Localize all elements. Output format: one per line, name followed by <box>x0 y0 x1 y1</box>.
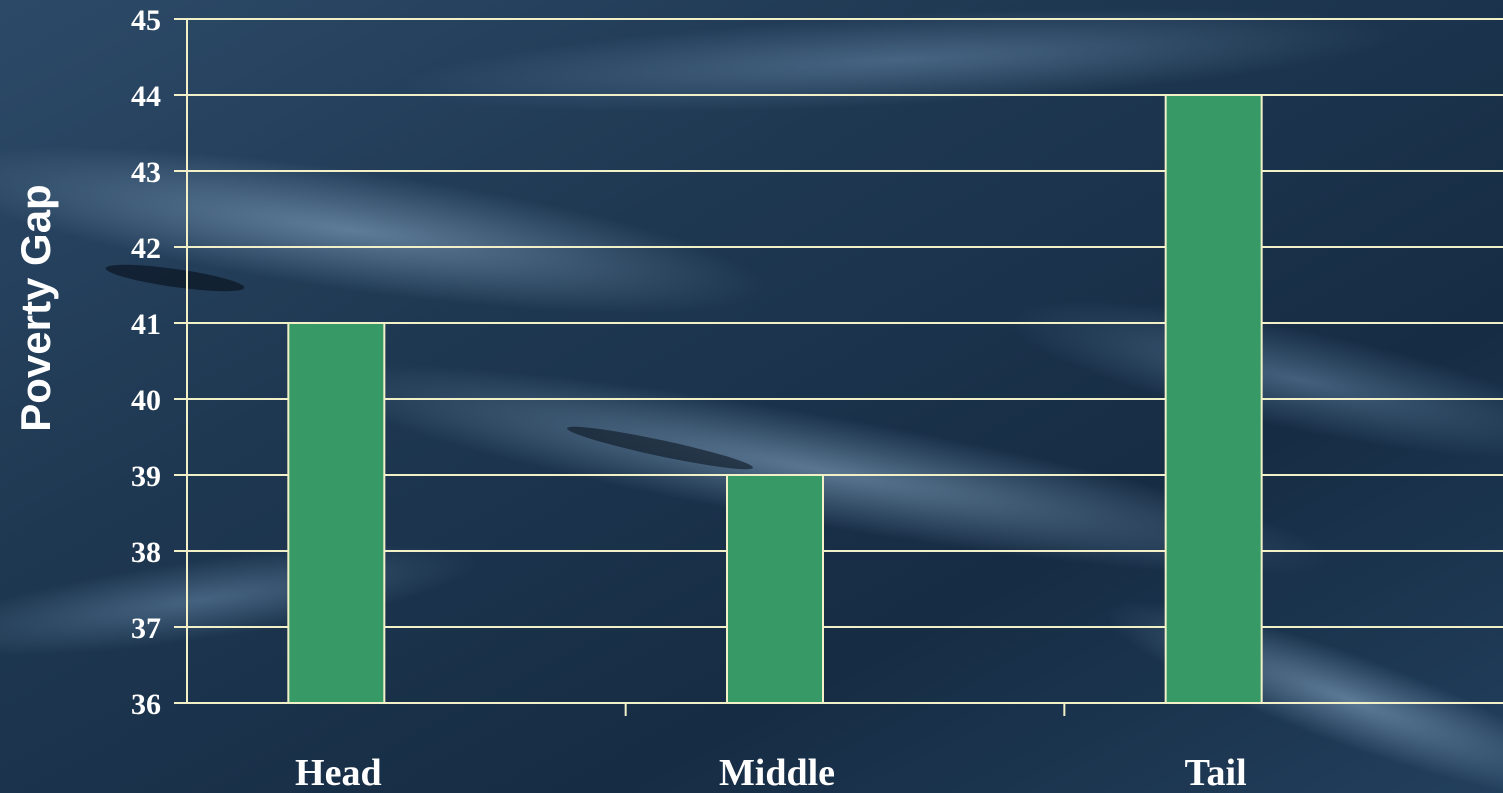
y-tick-label: 41 <box>131 308 161 341</box>
y-tick-label: 39 <box>131 460 161 493</box>
bars <box>287 94 1263 704</box>
bar-tail <box>1164 94 1263 704</box>
x-tick-labels: Head Middle Tail <box>295 752 1247 793</box>
x-tick-label-tail: Tail <box>1185 752 1247 793</box>
bar-middle <box>726 474 824 704</box>
y-tick-label: 45 <box>131 4 161 37</box>
y-tick-label: 42 <box>131 232 161 265</box>
y-tick-label: 38 <box>131 536 161 569</box>
y-tick-label: 40 <box>131 384 161 417</box>
bar-head <box>287 322 386 704</box>
y-tick-labels: 36 37 38 39 40 41 42 43 44 45 <box>131 4 161 721</box>
y-tick-label: 43 <box>131 156 161 189</box>
y-axis-title: Poverty Gap <box>12 184 59 431</box>
y-tick-label: 36 <box>131 688 161 721</box>
y-tick-label: 44 <box>131 80 161 113</box>
x-tick-label-middle: Middle <box>719 752 835 793</box>
gridlines <box>187 18 1503 628</box>
axes <box>174 18 1503 716</box>
y-tick-label: 37 <box>131 612 161 645</box>
x-tick-label-head: Head <box>295 752 382 793</box>
